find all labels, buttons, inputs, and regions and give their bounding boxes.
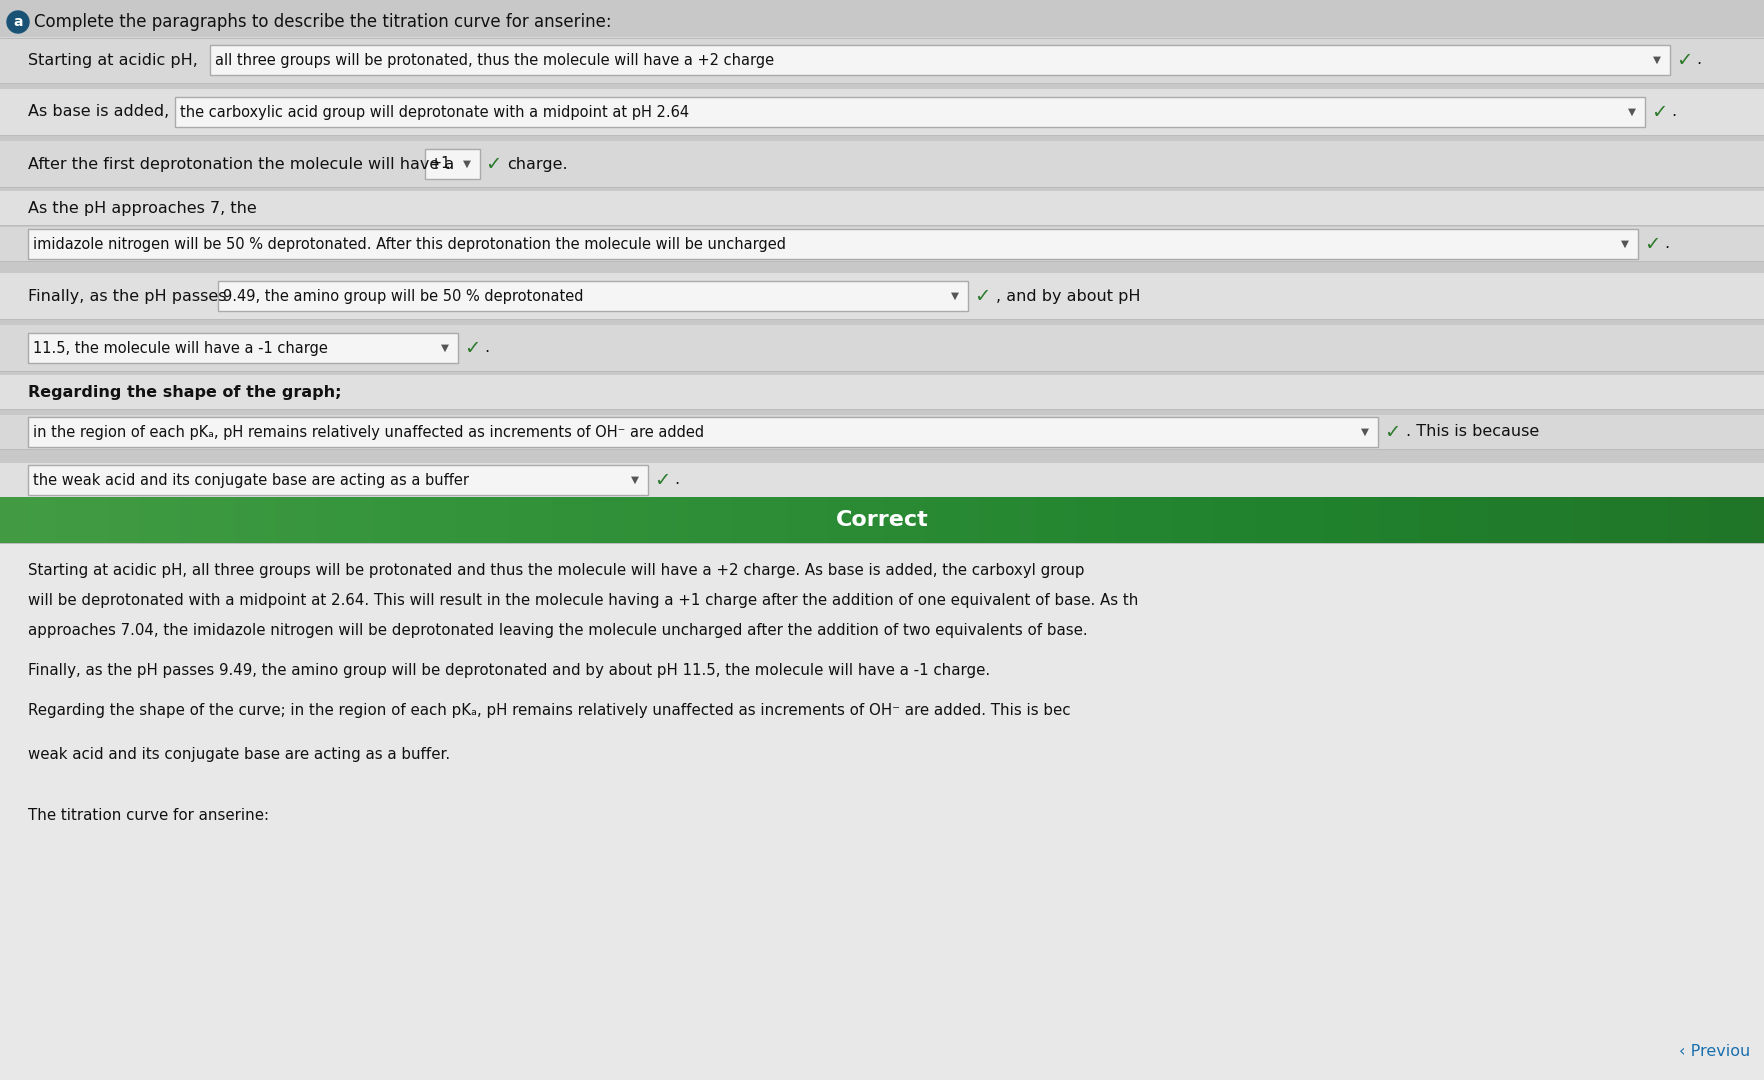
Text: Regarding the shape of the curve; in the region of each pKₐ, pH remains relative: Regarding the shape of the curve; in the… [28, 702, 1071, 717]
FancyBboxPatch shape [28, 417, 1378, 447]
Text: Regarding the shape of the graph;: Regarding the shape of the graph; [28, 384, 340, 400]
Text: imidazole nitrogen will be 50 % deprotonated. After this deprotonation the molec: imidazole nitrogen will be 50 % deproton… [34, 237, 785, 252]
FancyBboxPatch shape [28, 465, 647, 495]
Text: .: . [1695, 53, 1700, 67]
Text: The titration curve for anserine:: The titration curve for anserine: [28, 808, 268, 823]
Text: ▼: ▼ [951, 291, 958, 301]
Text: Correct: Correct [836, 510, 928, 530]
Circle shape [7, 11, 28, 33]
FancyBboxPatch shape [0, 89, 1764, 135]
Text: the weak acid and its conjugate base are acting as a buffer: the weak acid and its conjugate base are… [34, 473, 469, 487]
Text: As the pH approaches 7, the: As the pH approaches 7, the [28, 201, 256, 216]
FancyBboxPatch shape [425, 149, 480, 179]
Text: ✓: ✓ [1676, 51, 1692, 69]
Text: 11.5, the molecule will have a -1 charge: 11.5, the molecule will have a -1 charge [34, 340, 328, 355]
FancyBboxPatch shape [175, 97, 1644, 127]
Text: . This is because: . This is because [1406, 424, 1538, 440]
Text: .: . [483, 340, 489, 355]
Text: will be deprotonated with a midpoint at 2.64. This will result in the molecule h: will be deprotonated with a midpoint at … [28, 593, 1138, 607]
Text: weak acid and its conjugate base are acting as a buffer.: weak acid and its conjugate base are act… [28, 747, 450, 762]
Text: Complete the paragraphs to describe the titration curve for anserine:: Complete the paragraphs to describe the … [34, 13, 612, 31]
Text: Finally, as the pH passes: Finally, as the pH passes [28, 288, 226, 303]
FancyBboxPatch shape [28, 229, 1637, 259]
FancyBboxPatch shape [0, 543, 1764, 1080]
Text: approaches 7.04, the imidazole nitrogen will be deprotonated leaving the molecul: approaches 7.04, the imidazole nitrogen … [28, 622, 1087, 637]
FancyBboxPatch shape [0, 0, 1764, 540]
Text: ✓: ✓ [654, 471, 670, 489]
Text: ▼: ▼ [1360, 427, 1369, 437]
Text: ▼: ▼ [1619, 239, 1628, 249]
Text: a: a [14, 15, 23, 29]
Text: ✓: ✓ [974, 286, 990, 306]
Text: charge.: charge. [506, 157, 568, 172]
Text: ✓: ✓ [485, 154, 501, 174]
FancyBboxPatch shape [0, 497, 1764, 543]
FancyBboxPatch shape [0, 227, 1764, 261]
FancyBboxPatch shape [0, 0, 1764, 30]
FancyBboxPatch shape [0, 141, 1764, 187]
Text: , and by about pH: , and by about pH [995, 288, 1140, 303]
Text: +1: +1 [430, 157, 452, 172]
Text: ✓: ✓ [1383, 422, 1399, 442]
Text: 9.49, the amino group will be 50 % deprotonated: 9.49, the amino group will be 50 % depro… [222, 288, 584, 303]
Text: ✓: ✓ [1649, 103, 1667, 121]
Text: ▼: ▼ [632, 475, 639, 485]
Text: ▼: ▼ [1653, 55, 1660, 65]
Text: ▼: ▼ [1626, 107, 1635, 117]
Text: .: . [1663, 237, 1669, 252]
FancyBboxPatch shape [0, 273, 1764, 319]
Text: ▼: ▼ [462, 159, 471, 168]
FancyBboxPatch shape [0, 415, 1764, 449]
FancyBboxPatch shape [219, 281, 967, 311]
FancyBboxPatch shape [0, 191, 1764, 225]
Text: As base is added,: As base is added, [28, 105, 169, 120]
Text: .: . [1671, 105, 1676, 120]
Text: in the region of each pKₐ, pH remains relatively unaffected as increments of OH⁻: in the region of each pKₐ, pH remains re… [34, 424, 704, 440]
FancyBboxPatch shape [0, 325, 1764, 372]
Text: ✓: ✓ [1642, 234, 1660, 254]
Text: all three groups will be protonated, thus the molecule will have a +2 charge: all three groups will be protonated, thu… [215, 53, 774, 67]
Text: .: . [674, 473, 679, 487]
Text: Finally, as the pH passes 9.49, the amino group will be deprotonated and by abou: Finally, as the pH passes 9.49, the amin… [28, 662, 990, 677]
Text: Starting at acidic pH,: Starting at acidic pH, [28, 53, 198, 67]
FancyBboxPatch shape [0, 37, 1764, 83]
FancyBboxPatch shape [0, 463, 1764, 497]
FancyBboxPatch shape [28, 333, 457, 363]
Text: After the first deprotonation the molecule will have a: After the first deprotonation the molecu… [28, 157, 453, 172]
FancyBboxPatch shape [0, 375, 1764, 409]
FancyBboxPatch shape [210, 45, 1669, 75]
Text: ▼: ▼ [441, 343, 448, 353]
Text: ✓: ✓ [464, 338, 480, 357]
Text: ‹ Previou: ‹ Previou [1678, 1044, 1750, 1059]
Text: Starting at acidic pH, all three groups will be protonated and thus the molecule: Starting at acidic pH, all three groups … [28, 563, 1083, 578]
Text: the carboxylic acid group will deprotonate with a midpoint at pH 2.64: the carboxylic acid group will deprotona… [180, 105, 688, 120]
